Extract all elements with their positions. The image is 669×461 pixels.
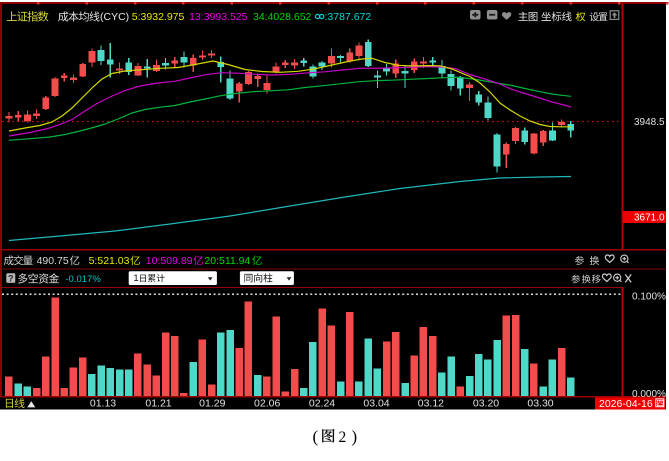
svg-text:?: ? <box>8 273 14 283</box>
svg-text:34:4028.652: 34:4028.652 <box>253 11 312 23</box>
svg-text:03.04: 03.04 <box>363 398 389 410</box>
svg-text:01.13: 01.13 <box>90 398 116 410</box>
svg-text:(CYC): (CYC) <box>100 11 129 23</box>
svg-text:0.100%: 0.100% <box>632 292 666 303</box>
svg-text:02.24: 02.24 <box>309 398 335 410</box>
svg-text:01.21: 01.21 <box>145 398 171 410</box>
svg-text:20:511.94: 20:511.94 <box>204 255 250 267</box>
svg-text:-0.017%: -0.017% <box>65 274 101 285</box>
svg-text:5:521.03: 5:521.03 <box>89 255 130 267</box>
svg-text:3671.0: 3671.0 <box>634 213 665 224</box>
svg-text:1: 1 <box>133 273 138 284</box>
svg-text:490.75: 490.75 <box>37 255 69 267</box>
svg-text:01.29: 01.29 <box>199 398 225 410</box>
svg-text:03.12: 03.12 <box>418 398 444 410</box>
svg-text:0.000%: 0.000% <box>632 389 666 400</box>
svg-text:3948.5: 3948.5 <box>634 117 665 128</box>
svg-text:13:3993.525: 13:3993.525 <box>189 11 248 23</box>
svg-text::3787.672: :3787.672 <box>325 11 372 23</box>
svg-text:2: 2 <box>339 429 347 446</box>
svg-text:(: ( <box>313 427 319 446</box>
svg-text:5:3932.975: 5:3932.975 <box>132 11 185 23</box>
svg-text:03.20: 03.20 <box>473 398 499 410</box>
svg-text:): ) <box>352 427 358 446</box>
svg-text:03.30: 03.30 <box>527 398 553 410</box>
svg-text:2026-04-16: 2026-04-16 <box>599 398 653 410</box>
svg-text:10:509.89: 10:509.89 <box>146 255 193 267</box>
svg-text:02.06: 02.06 <box>254 398 280 410</box>
